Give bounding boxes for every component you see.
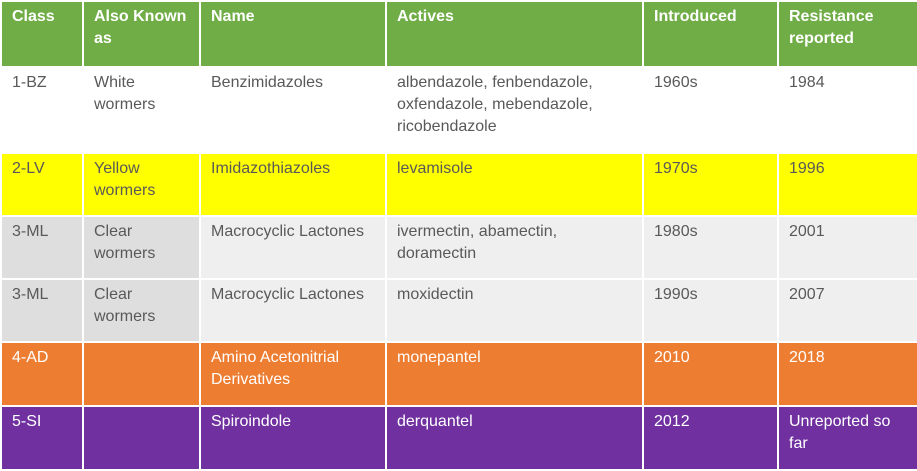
table-cell: Yellow wormers xyxy=(82,152,201,217)
table-cell xyxy=(82,341,201,407)
table-cell: derquantel xyxy=(385,405,644,471)
table-cell: 2018 xyxy=(777,341,917,407)
table-cell: Spiroindole xyxy=(199,405,387,471)
table-cell: 1960s xyxy=(642,66,779,154)
table-row: 1-BZ White wormers Benzimidazoles albendazo… xyxy=(0,66,917,154)
table-cell: 2001 xyxy=(777,215,917,280)
table-cell: Amino Acetonitrial Derivatives xyxy=(199,341,387,407)
table-cell: 1996 xyxy=(777,152,917,217)
table-cell: 4-AD xyxy=(0,341,84,407)
table-cell: 1984 xyxy=(777,66,917,154)
table-row: 3-ML Clear wormers Macrocyclic Lactones mox… xyxy=(0,278,917,343)
header-cell: Resistance reported xyxy=(777,0,917,68)
table-cell: moxidectin xyxy=(385,278,644,343)
header-cell: Class xyxy=(0,0,84,68)
table-cell: 1970s xyxy=(642,152,779,217)
table-cell: Macrocyclic Lactones xyxy=(199,278,387,343)
header-cell: Introduced xyxy=(642,0,779,68)
table-cell xyxy=(82,405,201,471)
table-cell: White wormers xyxy=(82,66,201,154)
header-cell: Name xyxy=(199,0,387,68)
table-cell: 2-LV xyxy=(0,152,84,217)
table-cell: 2012 xyxy=(642,405,779,471)
table-cell: 3-ML xyxy=(0,278,84,343)
table-cell: albendazole, fenbendazole, oxfendazole, … xyxy=(385,66,644,154)
table-cell: 3-ML xyxy=(0,215,84,280)
table-row: 2-LV Yellow wormers Imidazothiazoles levami… xyxy=(0,152,917,217)
table-row: 3-ML Clear wormers Macrocyclic Lactones ive… xyxy=(0,215,917,280)
table-row: 4-AD Amino Acetonitrial Derivatives monepa… xyxy=(0,341,917,407)
table-cell: ivermectin, abamectin, doramectin xyxy=(385,215,644,280)
table-cell: monepantel xyxy=(385,341,644,407)
table-cell: Clear wormers xyxy=(82,215,201,280)
table-cell: 1990s xyxy=(642,278,779,343)
header-cell: Actives xyxy=(385,0,644,68)
table-cell: levamisole xyxy=(385,152,644,217)
table-cell: Macrocyclic Lactones xyxy=(199,215,387,280)
table-cell: 2007 xyxy=(777,278,917,343)
header-cell: Also Known as xyxy=(82,0,201,68)
table-cell: 5-SI xyxy=(0,405,84,471)
table-cell: 1-BZ xyxy=(0,66,84,154)
table-cell: Benzimidazoles xyxy=(199,66,387,154)
table-cell: Clear wormers xyxy=(82,278,201,343)
table-cell: 1980s xyxy=(642,215,779,280)
table-cell: 2010 xyxy=(642,341,779,407)
header-row: Class Also Known as Name Actives Introduced R… xyxy=(0,0,917,68)
table-cell: Imidazothiazoles xyxy=(199,152,387,217)
table-row: 5-SI Spiroindole derquantel 2012 Unreported … xyxy=(0,405,917,471)
table-cell: Unreported so far xyxy=(777,405,917,471)
